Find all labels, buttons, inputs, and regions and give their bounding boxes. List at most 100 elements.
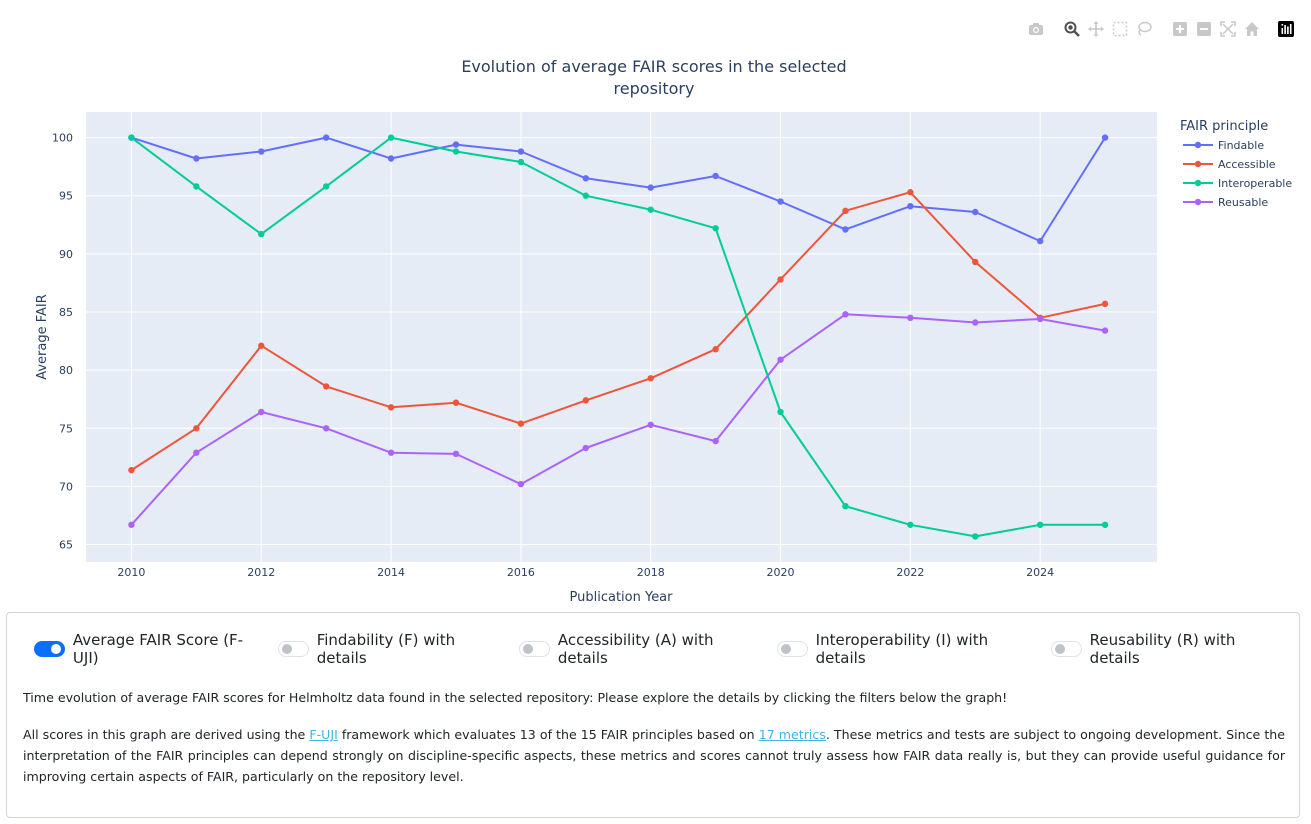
data-point-reusable[interactable] (907, 314, 914, 322)
data-point-interoperable[interactable] (712, 225, 719, 232)
data-point-accessible[interactable] (322, 383, 330, 390)
toggle-findability[interactable]: Findability (F) with details (277, 631, 503, 667)
x-tick-label: 2014 (377, 566, 405, 579)
toggle-interoperability[interactable]: Interoperability (I) with details (776, 631, 1035, 667)
data-point-interoperable[interactable] (517, 158, 525, 166)
data-point-interoperable[interactable] (647, 206, 654, 213)
data-point-accessible[interactable] (1101, 300, 1109, 308)
description-text: All scores in this graph are derived usi… (23, 727, 310, 742)
data-point-accessible[interactable] (777, 276, 784, 283)
fuji-link[interactable]: F-UJI (309, 727, 338, 742)
data-point-accessible[interactable] (907, 189, 914, 196)
data-point-interoperable[interactable] (322, 183, 330, 190)
data-point-findable[interactable] (322, 134, 330, 141)
data-point-findable[interactable] (387, 155, 395, 162)
switch-interoperability[interactable] (776, 641, 808, 657)
toggle-average-fair[interactable]: Average FAIR Score (F-UJI) (34, 631, 262, 667)
data-point-reusable[interactable] (582, 444, 589, 452)
y-tick-label: 95 (59, 190, 73, 203)
plot-area[interactable] (86, 112, 1157, 562)
data-point-findable[interactable] (258, 148, 265, 155)
switch-reusability[interactable] (1050, 641, 1082, 657)
toggle-accessibility[interactable]: Accessibility (A) with details (518, 631, 761, 667)
data-point-interoperable[interactable] (258, 230, 265, 238)
data-point-reusable[interactable] (1101, 327, 1109, 334)
data-point-reusable[interactable] (193, 449, 200, 456)
legend-item-interoperable[interactable]: Interoperable (1183, 177, 1292, 190)
data-point-interoperable[interactable] (777, 408, 784, 416)
switch-accessibility[interactable] (518, 641, 550, 657)
data-point-interoperable[interactable] (387, 134, 395, 141)
data-point-accessible[interactable] (647, 375, 654, 382)
data-point-findable[interactable] (517, 148, 525, 155)
y-axis-label: Average FAIR (35, 294, 50, 380)
legend-item-findable[interactable]: Findable (1183, 139, 1264, 152)
reset-axes-icon[interactable] (1241, 18, 1263, 40)
y-tick-label: 85 (59, 306, 73, 319)
legend-swatch-marker (1194, 179, 1202, 187)
data-point-findable[interactable] (452, 141, 460, 148)
metrics-link[interactable]: 17 metrics (758, 727, 826, 742)
data-point-reusable[interactable] (712, 437, 719, 445)
zoom-icon[interactable] (1061, 18, 1083, 40)
data-point-findable[interactable] (907, 202, 914, 210)
data-point-reusable[interactable] (972, 319, 979, 326)
data-point-accessible[interactable] (712, 346, 719, 353)
data-point-interoperable[interactable] (128, 134, 135, 141)
data-point-findable[interactable] (1036, 237, 1044, 245)
data-point-reusable[interactable] (1036, 315, 1044, 323)
data-point-interoperable[interactable] (972, 533, 979, 540)
tick-labels: 2010 2012 2014 2016 2018 2020 2022 2024 65 70 75 80… (52, 132, 1054, 579)
data-point-accessible[interactable] (193, 425, 200, 432)
data-point-reusable[interactable] (128, 521, 135, 528)
data-point-findable[interactable] (712, 172, 719, 180)
data-point-reusable[interactable] (647, 421, 654, 428)
data-point-accessible[interactable] (972, 258, 979, 266)
lasso-icon[interactable] (1133, 18, 1155, 40)
data-point-interoperable[interactable] (193, 183, 200, 190)
data-point-interoperable[interactable] (842, 502, 849, 510)
data-point-accessible[interactable] (582, 397, 589, 404)
legend-item-reusable[interactable]: Reusable (1183, 196, 1268, 209)
data-point-findable[interactable] (842, 226, 849, 233)
camera-icon[interactable] (1025, 18, 1047, 40)
box-select-icon[interactable] (1109, 18, 1131, 40)
autoscale-icon[interactable] (1217, 18, 1239, 40)
data-point-reusable[interactable] (322, 425, 330, 432)
data-point-interoperable[interactable] (582, 192, 589, 199)
data-point-accessible[interactable] (258, 342, 265, 349)
data-point-accessible[interactable] (517, 420, 525, 427)
data-point-accessible[interactable] (387, 404, 395, 411)
y-tick-label: 90 (59, 248, 73, 261)
data-point-findable[interactable] (1101, 134, 1109, 141)
toggle-reusability[interactable]: Reusability (R) with details (1050, 631, 1283, 667)
data-point-reusable[interactable] (258, 408, 265, 416)
plotly-logo-icon[interactable] (1275, 18, 1297, 40)
data-point-reusable[interactable] (387, 449, 395, 456)
pan-icon[interactable] (1085, 18, 1107, 40)
switch-average-fair[interactable] (34, 641, 65, 657)
legend-item-accessible[interactable]: Accessible (1183, 158, 1276, 171)
data-point-reusable[interactable] (452, 450, 460, 458)
y-tick-label: 100 (52, 132, 73, 145)
data-point-accessible[interactable] (842, 207, 849, 215)
data-point-findable[interactable] (582, 175, 589, 182)
data-point-reusable[interactable] (777, 356, 784, 363)
switch-findability[interactable] (277, 641, 309, 657)
data-point-accessible[interactable] (452, 399, 460, 406)
data-point-reusable[interactable] (842, 311, 849, 318)
data-point-interoperable[interactable] (1036, 521, 1044, 528)
data-point-findable[interactable] (193, 155, 200, 162)
data-point-accessible[interactable] (128, 466, 135, 474)
data-point-findable[interactable] (777, 198, 784, 205)
zoom-out-icon[interactable] (1193, 18, 1215, 40)
zoom-in-icon[interactable] (1169, 18, 1191, 40)
data-point-interoperable[interactable] (907, 521, 914, 528)
data-point-interoperable[interactable] (452, 148, 460, 155)
legend-title: FAIR principle (1180, 119, 1268, 134)
modebar (1025, 18, 1297, 40)
data-point-findable[interactable] (972, 208, 979, 216)
data-point-reusable[interactable] (517, 480, 525, 488)
data-point-findable[interactable] (647, 184, 654, 191)
data-point-interoperable[interactable] (1101, 521, 1109, 528)
